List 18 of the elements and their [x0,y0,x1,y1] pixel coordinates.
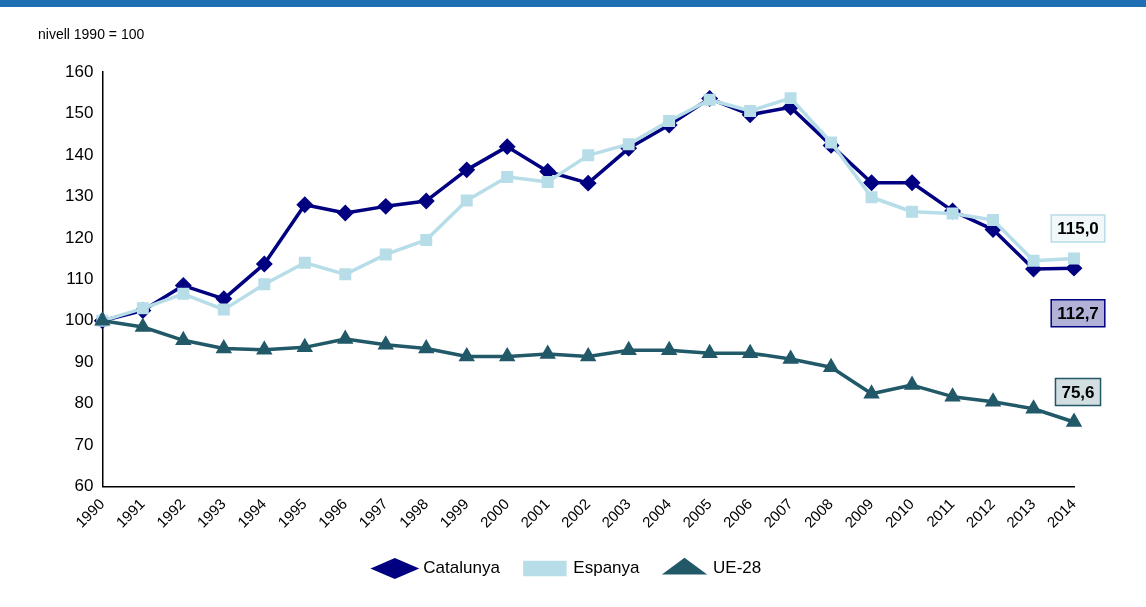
legend-label: UE-28 [713,558,762,578]
y-tick-label: 150 [64,103,94,123]
legend-label: Espanya [573,558,641,578]
y-tick-label: 80 [74,393,94,413]
y-tick-label: 100 [64,310,94,330]
y-tick-label: 120 [64,227,94,247]
y-tick-label: 110 [66,269,94,289]
y-axis-title: nivell 1990 = 100 [38,25,145,42]
legend-label: Catalunya [423,558,501,578]
data-label: 112,7 [1057,303,1099,323]
y-tick-label: 90 [74,351,94,371]
data-label: 115,0 [1057,219,1099,239]
y-tick-label: 140 [64,144,94,164]
y-tick-label: 60 [74,476,94,496]
y-tick-label: 70 [74,434,94,454]
y-tick-label: 160 [64,61,94,81]
data-label: 75,6 [1061,382,1095,402]
y-tick-label: 130 [64,186,94,206]
